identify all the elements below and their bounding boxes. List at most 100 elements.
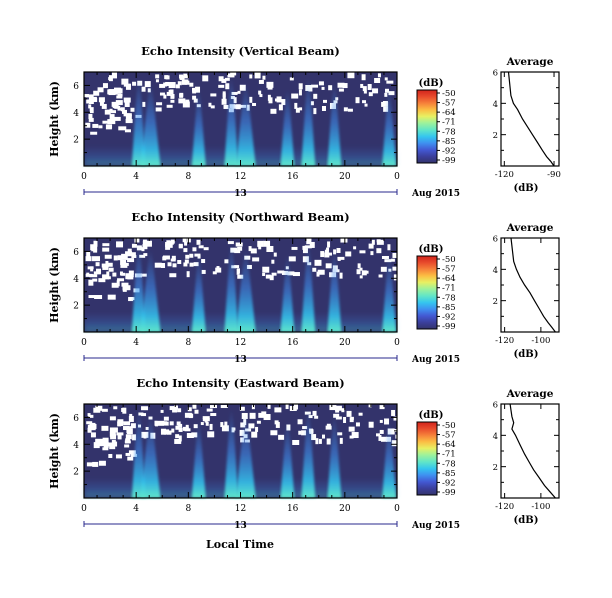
data-gap-cell bbox=[141, 413, 147, 417]
data-gap-cell bbox=[175, 425, 180, 430]
data-gap-cell bbox=[318, 81, 324, 86]
data-gap-cell bbox=[163, 94, 167, 99]
data-gap-cell bbox=[200, 422, 204, 426]
data-gap-cell bbox=[368, 421, 374, 428]
data-gap-cell bbox=[120, 259, 127, 265]
data-gap-cell bbox=[126, 285, 131, 291]
data-gap-cell bbox=[121, 78, 129, 85]
plume-mark bbox=[301, 410, 316, 498]
data-gap-cell bbox=[107, 89, 115, 95]
data-gap-cell bbox=[205, 421, 209, 426]
data-gap-cell bbox=[262, 273, 266, 277]
data-gap-cell bbox=[186, 238, 191, 243]
data-gap-cell bbox=[224, 259, 229, 264]
data-gap-cell bbox=[314, 415, 319, 419]
data-gap-cell bbox=[155, 421, 159, 427]
colorbar-tick-label: -64 bbox=[442, 440, 456, 450]
data-gap-cell bbox=[93, 240, 98, 247]
data-gap-cell bbox=[102, 264, 109, 270]
plume-mark bbox=[131, 244, 146, 332]
data-gap-cell bbox=[218, 76, 224, 82]
avg-y-tick-label: 6 bbox=[493, 401, 498, 411]
data-gap-cell bbox=[109, 445, 116, 450]
data-gap-cell bbox=[167, 262, 172, 267]
data-gap-cell bbox=[266, 245, 274, 252]
data-gap-cell bbox=[212, 271, 217, 275]
avg-y-tick-label: 4 bbox=[493, 100, 498, 110]
data-gap-cell bbox=[386, 80, 394, 84]
data-gap-cell bbox=[291, 93, 299, 99]
x-tick-label: 0 bbox=[394, 338, 400, 348]
plume-mark bbox=[301, 244, 316, 332]
colorbar-tick-label: -64 bbox=[442, 108, 456, 118]
data-gap-cell bbox=[324, 249, 329, 253]
data-gap-cell bbox=[105, 260, 109, 266]
data-gap-cell bbox=[387, 428, 395, 435]
data-gap-cell bbox=[165, 75, 170, 80]
data-gap-cell bbox=[98, 125, 103, 129]
data-gap-cell bbox=[86, 462, 93, 467]
data-gap-cell bbox=[271, 272, 277, 276]
data-gap-cell bbox=[362, 86, 367, 92]
y-tick-label: 6 bbox=[73, 82, 79, 92]
data-gap-cell bbox=[239, 406, 245, 411]
data-gap-cell bbox=[110, 434, 117, 440]
data-gap-cell bbox=[95, 262, 100, 267]
data-gap-cell bbox=[88, 99, 94, 105]
data-gap-cell bbox=[346, 410, 352, 417]
data-gap-cell bbox=[157, 420, 165, 426]
data-gap-cell bbox=[175, 434, 180, 439]
data-gap-cell bbox=[130, 107, 135, 112]
data-gap-cell bbox=[345, 251, 352, 257]
data-gap-cell bbox=[308, 87, 313, 92]
data-gap-cell bbox=[88, 414, 94, 418]
data-gap-cell bbox=[123, 426, 130, 431]
y-tick-label: 2 bbox=[73, 468, 79, 478]
data-gap-cell bbox=[170, 99, 175, 103]
data-gap-cell bbox=[143, 253, 148, 257]
data-gap-cell bbox=[309, 241, 315, 248]
data-gap-cell bbox=[142, 240, 149, 245]
colorbar-tick-label: -71 bbox=[442, 284, 456, 294]
data-gap-cell bbox=[395, 434, 403, 439]
data-gap-cell bbox=[108, 267, 114, 272]
colorbar-tick-label: -99 bbox=[442, 488, 456, 498]
data-gap-cell bbox=[89, 274, 98, 278]
data-gap-cell bbox=[318, 438, 322, 444]
data-gap-cell bbox=[102, 437, 109, 443]
data-gap-cell bbox=[178, 423, 183, 428]
data-gap-cell bbox=[169, 240, 174, 245]
plume-mark bbox=[131, 78, 146, 166]
average-frame bbox=[500, 237, 560, 333]
data-gap-cell bbox=[107, 294, 116, 300]
data-gap-cell bbox=[173, 405, 178, 410]
data-gap-cell bbox=[308, 428, 313, 433]
data-gap-cell bbox=[126, 428, 130, 434]
date-label: Aug 2015 bbox=[411, 355, 460, 365]
plume-mark bbox=[235, 416, 256, 498]
data-gap-cell bbox=[189, 253, 194, 258]
data-gap-cell bbox=[172, 409, 178, 413]
data-gap-cell bbox=[98, 278, 106, 283]
data-gap-cell bbox=[328, 85, 333, 91]
data-gap-cell bbox=[123, 97, 131, 103]
data-gap-cell bbox=[263, 414, 271, 421]
data-gap-cell bbox=[93, 249, 98, 253]
colorbar-unit: (dB) bbox=[419, 78, 444, 89]
data-gap-cell bbox=[117, 93, 123, 97]
data-gap-cell bbox=[109, 114, 115, 121]
plume-mark bbox=[140, 250, 161, 332]
data-gap-cell bbox=[131, 254, 137, 258]
data-gap-cell bbox=[273, 252, 277, 257]
data-gap-cell bbox=[139, 254, 146, 258]
data-gap-cell bbox=[92, 461, 99, 467]
data-gap-cell bbox=[184, 412, 192, 418]
day-label: 13 bbox=[234, 189, 247, 199]
y-tick-label: 4 bbox=[73, 109, 79, 119]
data-gap-cell bbox=[376, 239, 384, 245]
avg-profile-line bbox=[509, 403, 556, 499]
data-gap-cell bbox=[182, 426, 187, 431]
